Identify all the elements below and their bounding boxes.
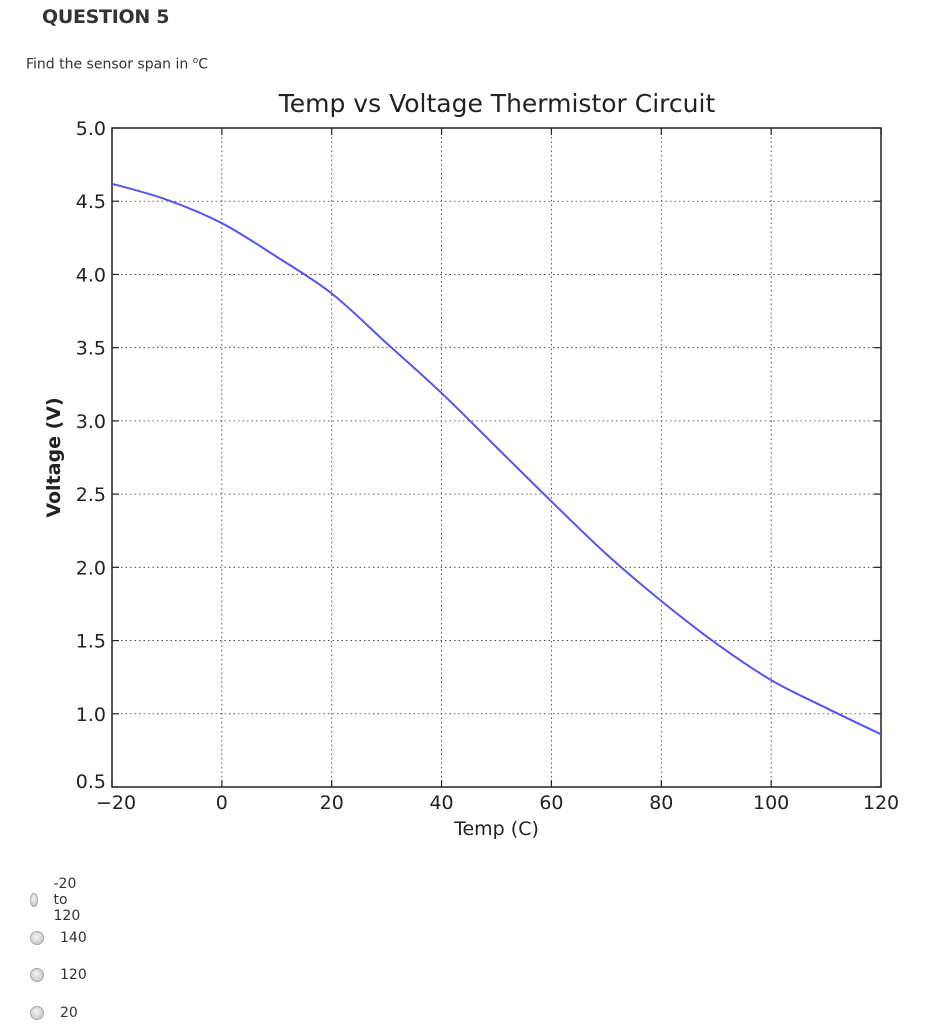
y-axis: 0.5 1.0 1.5 2.0 2.5 3.0 3.5 4.0 4.5 5.0 <box>76 118 881 793</box>
x-tick-label: 60 <box>539 792 563 814</box>
radio-button[interactable] <box>30 893 38 907</box>
x-tick-label: 80 <box>649 792 673 814</box>
answer-option-2[interactable]: 140 <box>30 926 87 950</box>
x-tick-label: 120 <box>863 792 899 814</box>
x-tick-label: 0 <box>216 792 228 814</box>
x-tick-label: 100 <box>753 792 789 814</box>
answer-option-label: 120 <box>60 967 87 983</box>
x-axis-label: Temp (C) <box>453 818 539 840</box>
unit-text: C <box>198 56 209 73</box>
y-tick-label: 3.0 <box>76 411 106 433</box>
answer-option-3[interactable]: 120 <box>30 963 87 987</box>
chart-grid <box>112 128 881 787</box>
x-tick-label: 40 <box>429 792 453 814</box>
y-tick-label: 2.5 <box>76 484 106 506</box>
voltage-curve <box>111 182 882 736</box>
degree-symbol: o <box>192 56 199 66</box>
temp-voltage-chart: Temp vs Voltage Thermistor Circuit −20 0 2… <box>43 89 899 840</box>
chart-title: Temp vs Voltage Thermistor Circuit <box>278 89 716 118</box>
y-axis-label: Voltage (V) <box>43 397 65 517</box>
y-tick-label: 0.5 <box>76 771 106 793</box>
x-tick-label: −20 <box>96 792 136 814</box>
radio-button[interactable] <box>30 931 44 945</box>
y-tick-label: 4.0 <box>76 264 106 286</box>
radio-button[interactable] <box>30 968 44 982</box>
x-tick-label: 20 <box>320 792 344 814</box>
y-tick-label: 1.0 <box>76 704 106 726</box>
question-prompt: Find the sensor span in oC <box>26 56 208 73</box>
radio-button[interactable] <box>30 1006 44 1020</box>
y-tick-label: 3.5 <box>76 338 106 360</box>
y-tick-label: 4.5 <box>76 191 106 213</box>
question-title: QUESTION 5 <box>42 6 170 28</box>
y-tick-label: 1.5 <box>76 631 106 653</box>
question-prompt-text: Find the sensor span in <box>26 56 189 73</box>
plot-area <box>111 127 882 788</box>
y-tick-label: 2.0 <box>76 557 106 579</box>
answer-option-label: 20 <box>60 1005 78 1021</box>
x-axis: −20 0 20 40 60 80 100 120 <box>96 128 899 814</box>
answer-option-label: 140 <box>60 930 87 946</box>
answer-option-1[interactable]: -20 to 120 <box>30 876 87 924</box>
answer-option-label: -20 to 120 <box>53 876 81 924</box>
y-tick-label: 5.0 <box>76 118 106 140</box>
answer-option-4[interactable]: 20 <box>30 1001 78 1025</box>
